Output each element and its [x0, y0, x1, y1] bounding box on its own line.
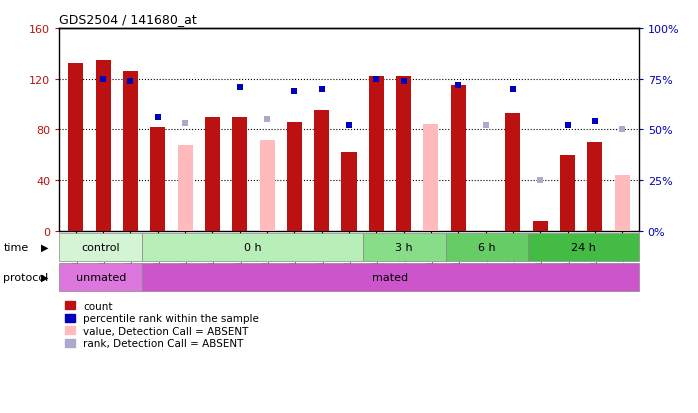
Bar: [396, 77, 411, 231]
Bar: [341, 153, 357, 231]
Text: 0 h: 0 h: [244, 242, 261, 252]
Bar: [68, 64, 83, 231]
Bar: [424, 125, 438, 231]
Bar: [150, 128, 165, 231]
Bar: [59, 233, 142, 261]
Legend: count, percentile rank within the sample, value, Detection Call = ABSENT, rank, : count, percentile rank within the sample…: [64, 301, 259, 349]
Bar: [123, 72, 138, 231]
Text: time: time: [3, 242, 29, 252]
Bar: [615, 176, 630, 231]
Bar: [363, 233, 445, 261]
Bar: [560, 155, 575, 231]
Bar: [588, 143, 602, 231]
Text: 24 h: 24 h: [571, 242, 596, 252]
Text: unmated: unmated: [75, 273, 126, 282]
Bar: [314, 111, 329, 231]
Bar: [528, 233, 639, 261]
Text: control: control: [82, 242, 120, 252]
Bar: [533, 221, 548, 231]
Bar: [287, 123, 302, 231]
Text: protocol: protocol: [3, 273, 49, 282]
Bar: [260, 140, 274, 231]
Bar: [177, 145, 193, 231]
Bar: [445, 233, 528, 261]
Text: 6 h: 6 h: [478, 242, 496, 252]
Text: GDS2504 / 141680_at: GDS2504 / 141680_at: [59, 13, 197, 26]
Text: mated: mated: [372, 273, 408, 282]
Bar: [369, 77, 384, 231]
Text: ▶: ▶: [40, 242, 48, 252]
Bar: [451, 86, 466, 231]
Bar: [232, 117, 247, 231]
Bar: [59, 263, 142, 292]
Text: 3 h: 3 h: [395, 242, 413, 252]
Text: ▶: ▶: [40, 273, 48, 282]
Bar: [96, 61, 110, 231]
Bar: [205, 117, 220, 231]
Bar: [142, 233, 363, 261]
Bar: [505, 114, 521, 231]
Bar: [142, 263, 639, 292]
